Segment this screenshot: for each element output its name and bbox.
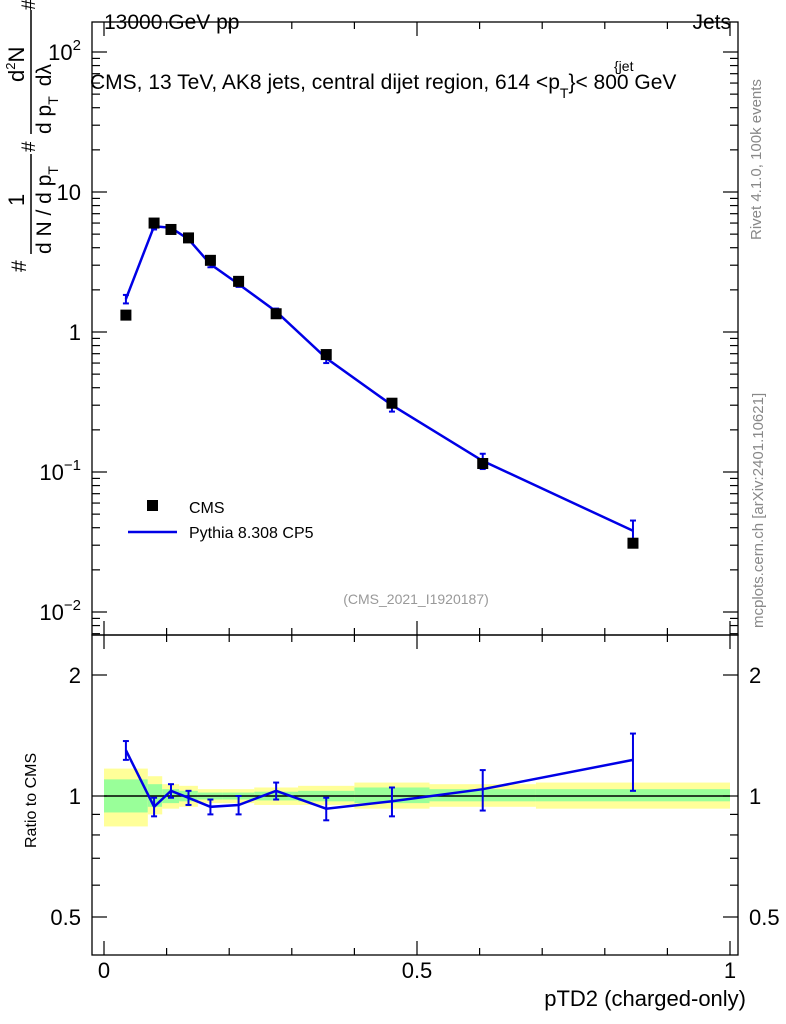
ylabel-num2-d: d — [4, 70, 29, 82]
xtick-label-0: 0 — [98, 958, 110, 983]
main-frame — [91, 21, 739, 636]
ytick-ratio-label-left-1: 1 — [69, 784, 81, 809]
ylabel-den2: d pTdλ — [33, 64, 61, 134]
xtick-label-2: 1 — [724, 958, 736, 983]
plot-title-sup: {jet — [614, 58, 634, 74]
ytick-main-label-base-0: 10 — [39, 600, 63, 625]
main-ylabel: # 1 d N / d pT # d2N d pTdλ # — [3, 0, 61, 272]
ytick-main-label-1: 10−1 — [39, 457, 81, 485]
analysis-watermark: (CMS_2021_I1920187) — [343, 591, 489, 607]
ytick-ratio-label-right-0: 0.5 — [749, 905, 780, 930]
ylabel-den1: d N / d pT — [33, 166, 61, 254]
ytick-main-label-base-4: 10 — [48, 40, 72, 65]
ratio-ylabel: Ratio to CMS — [23, 753, 40, 848]
data-marks — [120, 217, 639, 822]
cms-data-point-4 — [204, 254, 216, 266]
cms-data-point-10 — [627, 537, 639, 549]
legend-data-label: CMS — [189, 500, 225, 517]
ytick-ratio-label-left-0: 0.5 — [50, 905, 81, 930]
rivet-label: Rivet 4.1.0, 100k events — [748, 79, 765, 240]
cms-data-point-8 — [386, 397, 398, 409]
plot-title: CMS, 13 TeV, AK8 jets, central dijet reg… — [90, 71, 676, 101]
ylabel-num2-sup: 2 — [3, 63, 18, 70]
ylabel-den2-main: d p — [33, 105, 56, 134]
ylabel-hash1: # — [8, 260, 31, 272]
axis-ticks — [92, 22, 738, 955]
ylabel-den2-end: dλ — [33, 64, 56, 87]
ytick-main-label-exp-4: 2 — [73, 37, 81, 54]
xtick-label-1: 0.5 — [402, 958, 433, 983]
ylabel-hash2: # — [19, 141, 40, 152]
cms-data-point-9 — [477, 458, 489, 470]
cms-data-point-3 — [183, 232, 195, 244]
ytick-ratio-label-right-2: 2 — [749, 663, 761, 688]
ytick-main-label-exp-1: −1 — [64, 457, 81, 474]
ytick-main-label-2: 1 — [69, 320, 81, 345]
x-axis-label: pTD2 (charged-only) — [544, 986, 746, 1011]
plot-title-sub: T — [560, 85, 569, 101]
cms-data-point-0 — [120, 309, 132, 321]
mcplots-label: mcplots.cern.ch [arXiv:2401.10621] — [750, 393, 767, 628]
ytick-main-label-4: 102 — [48, 37, 81, 65]
ylabel-num1: 1 — [4, 194, 29, 206]
legend-mc-label: Pythia 8.308 CP5 — [189, 525, 314, 542]
ytick-main-label-base-1: 10 — [39, 460, 63, 485]
mc-line-main — [124, 224, 634, 532]
ylabel-den1-main: d N / d p — [33, 175, 56, 254]
plot-title-end: }< 800 GeV — [568, 71, 676, 94]
ylabel-hash3: # — [19, 0, 40, 10]
ytick-main-label-0: 10−2 — [39, 597, 81, 625]
legend-data-marker — [147, 500, 158, 511]
ratio-frame — [91, 634, 739, 956]
ratio-band-inner-10 — [535, 789, 730, 802]
ylabel-num2-n: N — [4, 47, 29, 63]
ytick-main-label-3: 10 — [57, 180, 81, 205]
ylabel-num2: d2N — [3, 47, 29, 82]
plot-title-main: CMS, 13 TeV, AK8 jets, central dijet reg… — [90, 71, 560, 94]
ytick-ratio-label-left-2: 2 — [69, 663, 81, 688]
ylabel-den1-sub: T — [45, 166, 61, 175]
ylabel-den2-sub: T — [45, 96, 61, 105]
cms-data-point-6 — [270, 308, 282, 320]
ytick-ratio-label-right-1: 1 — [749, 784, 761, 809]
cms-data-point-5 — [233, 275, 245, 287]
ytick-main-label-exp-0: −2 — [64, 597, 81, 614]
cms-data-point-7 — [320, 349, 332, 361]
cms-data-point-2 — [165, 223, 177, 235]
cms-data-point-1 — [148, 217, 160, 229]
